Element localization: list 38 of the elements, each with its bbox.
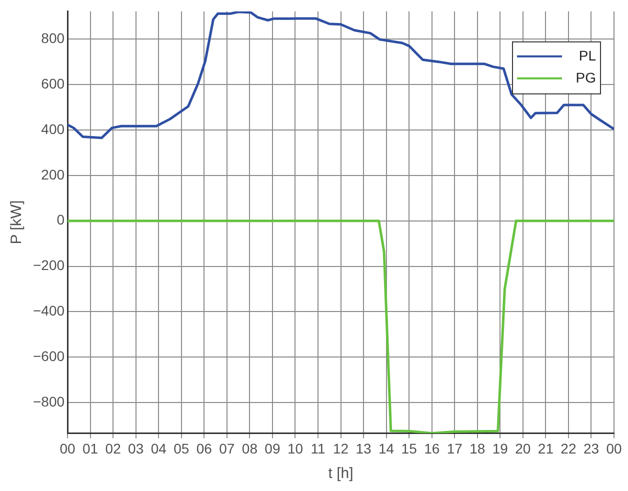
x-tick-label: 23 (583, 440, 600, 456)
x-tick-label: 16 (424, 440, 440, 456)
x-tick-label: 20 (515, 440, 531, 456)
x-tick-label: 05 (174, 440, 190, 456)
x-tick-label: 10 (287, 440, 304, 456)
x-tick-label: 11 (310, 440, 326, 456)
y-tick-label: 800 (41, 30, 65, 46)
y-tick-label: 400 (41, 120, 65, 137)
x-tick-label: 07 (219, 440, 235, 456)
x-tick-label: 09 (264, 440, 280, 456)
x-tick-label: 00 (606, 440, 622, 456)
y-tick-label: −200 (32, 257, 65, 274)
y-axis-title: P [kW] (8, 200, 26, 244)
x-tick-label: 17 (446, 440, 463, 456)
x-tick-label: 12 (332, 440, 349, 456)
x-tick-label: 08 (242, 440, 258, 456)
x-tick-label: 15 (401, 440, 418, 456)
legend-label: PL (578, 47, 596, 64)
y-tick-label: 600 (41, 75, 65, 92)
x-tick-label: 19 (492, 440, 508, 456)
x-tick-label: 04 (150, 440, 167, 456)
y-tick-label: −800 (32, 393, 65, 410)
x-tick-label: 03 (128, 440, 144, 456)
y-tick-label: 200 (41, 166, 65, 182)
x-tick-label: 06 (196, 440, 212, 456)
x-tick-label: 18 (470, 440, 486, 456)
x-tick-label: 13 (356, 440, 372, 456)
x-tick-label: 22 (560, 440, 576, 456)
x-tick-label: 01 (82, 440, 98, 456)
x-tick-label: 14 (378, 440, 394, 456)
legend-label: PG (576, 69, 596, 86)
x-tick-label: 02 (105, 440, 122, 456)
y-tick-label: 0 (56, 212, 65, 228)
y-tick-label: −400 (32, 302, 65, 319)
y-tick-label: −600 (32, 348, 65, 364)
x-axis-title: t [h] (328, 465, 354, 482)
x-tick-label: 00 (60, 440, 76, 456)
x-tick-label: 21 (538, 440, 554, 456)
